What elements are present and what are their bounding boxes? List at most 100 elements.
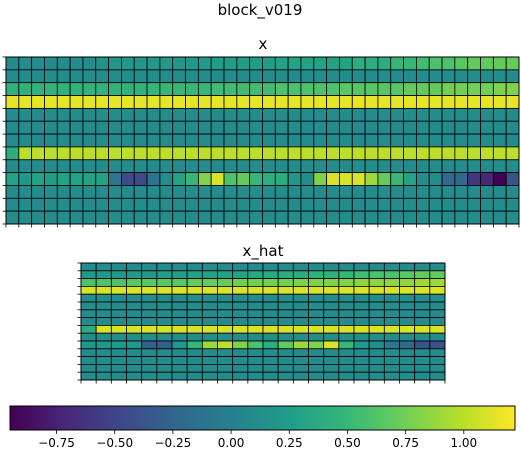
heatmap-x-cell	[146, 120, 161, 135]
colorbar-tick-label: −0.50	[96, 436, 133, 450]
heatmap-x-hat-cell	[368, 278, 385, 287]
heatmap-x-cell	[415, 197, 430, 212]
heatmap-x-hat-cell	[292, 285, 309, 295]
heatmap-x-hat-cell	[429, 340, 446, 350]
heatmap-x-cell	[185, 95, 199, 109]
heatmap-x-hat-cell	[429, 309, 446, 318]
heatmap-x-hat-cell	[399, 356, 416, 365]
heatmap-x-cell	[249, 82, 263, 96]
heatmap-x-cell	[172, 107, 186, 122]
heatmap-x-cell	[428, 120, 443, 135]
heatmap-x-cell	[121, 146, 135, 161]
heatmap-x-cell	[31, 210, 45, 225]
heatmap-x-hat-cell	[247, 348, 264, 357]
heatmap-x-hat-cell	[338, 340, 355, 350]
heatmap-x-hat-cell	[171, 301, 188, 311]
heatmap-x-cell	[121, 69, 135, 84]
heatmap-x-cell	[287, 197, 302, 212]
heatmap-x-hat-cell	[171, 324, 188, 334]
heatmap-x-cell	[133, 133, 148, 148]
heatmap-x-cell	[428, 69, 443, 84]
heatmap-x-cell	[236, 120, 251, 135]
heatmap-x-hat-cell	[399, 278, 416, 287]
heatmap-x-hat-cell	[232, 278, 249, 287]
heatmap-x-cell	[454, 82, 469, 96]
heatmap-x-cell	[133, 95, 148, 109]
heatmap-x-cell	[505, 120, 520, 135]
heatmap-x-hat-cell	[277, 301, 294, 311]
heatmap-x-hat-cell	[292, 332, 309, 342]
heatmap-x-cell	[44, 159, 58, 174]
heatmap-x-hat-cell	[399, 348, 416, 357]
heatmap-x-cell	[480, 82, 494, 96]
heatmap-x-cell	[82, 69, 97, 84]
heatmap-x-hat-cell	[399, 285, 416, 295]
heatmap-x-cell	[415, 172, 430, 186]
heatmap-x-cell	[390, 172, 404, 186]
heatmap-x-cell	[121, 107, 135, 122]
heatmap-x-cell	[18, 69, 33, 84]
heatmap-x-cell	[146, 197, 161, 212]
heatmap-x-cell	[121, 185, 135, 199]
heatmap-x-hat-cell	[399, 340, 416, 350]
heatmap-x-hat-cell	[80, 332, 97, 342]
heatmap-x-hat-cell	[429, 262, 446, 272]
heatmap-x-cell	[172, 210, 186, 225]
heatmap-x-hat-cell	[323, 348, 340, 357]
heatmap-x-hat-cell	[171, 340, 188, 350]
heatmap-x-cell	[364, 69, 379, 84]
heatmap-x-cell	[146, 146, 161, 161]
heatmap-x-cell	[492, 69, 507, 84]
heatmap-x-hat-cell	[110, 309, 127, 318]
heatmap-x-cell	[390, 197, 404, 212]
heatmap-x-hat-cell	[308, 301, 325, 311]
heatmap-x-hat-cell	[338, 262, 355, 272]
heatmap-x-cell	[364, 159, 379, 174]
heatmap-x-cell	[31, 82, 45, 96]
heatmap-x-cell	[480, 146, 494, 161]
heatmap-x-cell	[210, 69, 225, 84]
heatmap-x-hat-cell	[383, 285, 400, 295]
heatmap-x-cell	[377, 185, 392, 199]
heatmap-x-cell	[467, 95, 481, 109]
heatmap-x-cell	[121, 210, 135, 225]
heatmap-x-cell	[287, 172, 302, 186]
heatmap-x-hat-cell	[414, 309, 431, 318]
heatmap-x-cell	[262, 133, 276, 148]
heatmap-x-hat-cell	[232, 309, 249, 318]
heatmap-x-cell	[480, 185, 494, 199]
heatmap-x-cell	[480, 133, 494, 148]
heatmap-x-hat-cell	[368, 270, 385, 279]
heatmap-x-hat-cell	[292, 324, 309, 334]
heatmap-x-hat-cell	[308, 363, 325, 373]
heatmap-x-hat-cell	[247, 278, 264, 287]
heatmap-x-hat-cell	[141, 309, 158, 318]
heatmap-x-cell	[274, 107, 289, 122]
heatmap-x-cell	[223, 185, 238, 199]
heatmap-x-cell	[364, 185, 379, 199]
heatmap-x-hat-cell	[414, 285, 431, 295]
heatmap-x-cell	[313, 185, 328, 199]
heatmap-x-cell	[428, 185, 443, 199]
heatmap-x-hat-cell	[110, 301, 127, 311]
heatmap-x-cell	[82, 146, 97, 161]
heatmap-x-cell	[505, 210, 520, 225]
heatmap-x-cell	[364, 197, 379, 212]
heatmap-x-hat-cell	[338, 301, 355, 311]
heatmap-x-cell	[300, 120, 315, 135]
heatmap-x-cell	[185, 120, 199, 135]
colorbar-tick-label: 1.00	[450, 436, 477, 450]
heatmap-x-cell	[18, 107, 33, 122]
heatmap-x-hat-cell	[353, 324, 370, 334]
heatmap-x-hat-cell	[217, 348, 234, 357]
heatmap-x-hat-cell	[80, 270, 97, 279]
heatmap-x-hat-cell	[186, 340, 203, 350]
heatmap-x-hat-cell	[141, 301, 158, 311]
heatmap-x-cell	[351, 210, 366, 225]
heatmap-x-cell	[339, 82, 353, 96]
heatmap-x-hat-cell	[429, 317, 446, 326]
heatmap-x-cell	[390, 56, 404, 71]
heatmap-x-hat-cell	[156, 340, 173, 350]
heatmap-x-hat-cell	[186, 356, 203, 365]
